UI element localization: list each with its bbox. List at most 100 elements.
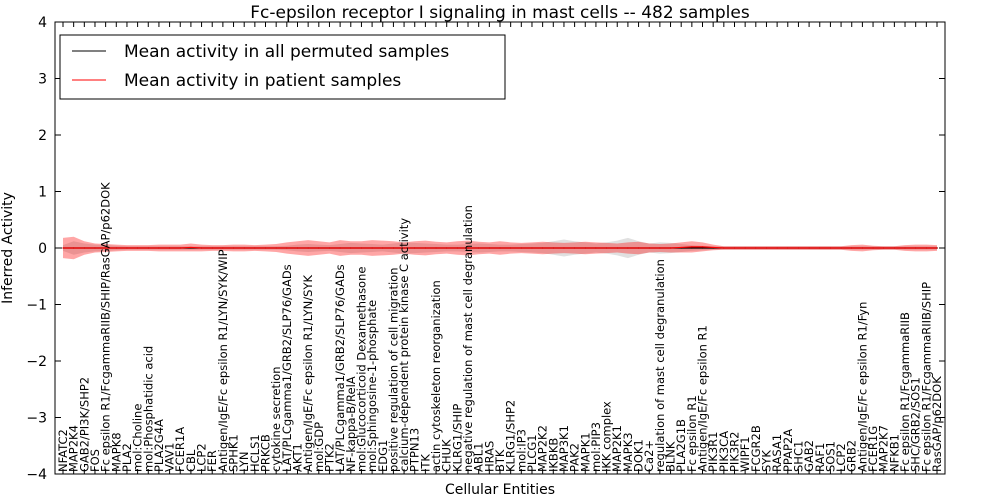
data-point-s1-9 <box>158 247 160 249</box>
x-tick-label: GAB2 <box>802 440 816 472</box>
data-point-s1-0 <box>62 247 64 249</box>
data-point-s1-72 <box>829 247 832 249</box>
x-tick-label: BLNK <box>664 441 678 472</box>
x-tick-label: SHC1 <box>791 441 805 472</box>
x-tick-label: FCER1G <box>866 426 880 472</box>
x-tick-label: PLA2 <box>120 443 134 472</box>
x-tick-label: MAPK3 <box>621 432 635 472</box>
x-tick-label: Fc epsilon R1/FcgammaRIIB/SHIP <box>919 282 933 472</box>
x-tick-label: mol:Choline <box>131 404 145 472</box>
data-point-s1-47 <box>563 247 565 249</box>
y-tick-label: 3 <box>38 72 47 88</box>
axes: −4−3−2−101234NFATC2MAP2K4GAB2/PI3K/SHP2F… <box>26 15 945 483</box>
data-point-s1-2 <box>83 247 85 249</box>
x-tick-label: NFKB1 <box>887 434 901 472</box>
data-point-s1-36 <box>446 247 448 249</box>
data-point-s1-22 <box>296 247 299 249</box>
x-tick-label: mol:IP3 <box>514 429 528 472</box>
data-point-s1-56 <box>659 247 661 249</box>
x-tick-label: NF-kappa-B/RelA <box>344 376 358 472</box>
x-tick-label: VAV1 <box>163 443 177 472</box>
data-point-s1-80 <box>915 247 917 249</box>
x-tick-label: PIK3R2 <box>727 432 741 473</box>
data-point-s1-7 <box>137 247 139 249</box>
x-tick-label: LYN <box>237 451 251 472</box>
data-point-s1-50 <box>595 247 597 249</box>
data-point-s1-19 <box>264 247 267 249</box>
y-tick-label: −1 <box>26 298 47 314</box>
x-tick-label: FCGR2B <box>749 425 763 472</box>
data-point-s1-65 <box>755 247 757 249</box>
data-point-s1-23 <box>307 247 309 249</box>
data-point-s1-28 <box>360 247 363 249</box>
x-tick-label: SHC/GRB2/SOS1 <box>909 377 923 472</box>
x-tick-label: PPAP2A <box>781 429 795 472</box>
data-point-s1-45 <box>542 247 544 249</box>
x-tick-label: LAT/PLCgamma1/GRB2/SLP76/GADs <box>280 264 294 472</box>
x-tick-label: mol:Glucocorticoid Dexamethasone <box>354 267 368 472</box>
legend: Mean activity in all permuted samples Me… <box>59 34 506 100</box>
x-tick-label: IKK complex <box>600 401 614 472</box>
x-tick-label: PRKCB <box>259 434 273 472</box>
data-point-s1-26 <box>339 247 341 249</box>
x-tick-label: positive regulation of cell migration <box>386 267 400 472</box>
data-point-s1-51 <box>605 247 608 249</box>
data-point-s1-39 <box>478 247 480 249</box>
x-tick-label: Antigen/IgE/Fc epsilon R1/Fyn <box>855 302 869 472</box>
data-point-s1-41 <box>499 247 501 249</box>
data-point-s1-76 <box>872 247 874 249</box>
x-tick-label: CHUK <box>440 439 454 472</box>
data-point-s1-20 <box>275 247 277 249</box>
data-point-s1-38 <box>467 247 469 249</box>
data-point-s1-24 <box>318 247 320 249</box>
y-tick-label: 1 <box>38 185 47 201</box>
y-tick-label: −2 <box>26 354 47 370</box>
data-point-s1-70 <box>808 247 810 249</box>
data-point-s1-21 <box>286 247 288 249</box>
x-tick-label: negative regulation of mast cell degranu… <box>461 205 475 472</box>
x-tick-label: KLRG1/SHIP <box>450 404 464 472</box>
data-point-s1-30 <box>382 247 384 249</box>
x-tick-label: FER <box>205 450 219 472</box>
data-point-s1-74 <box>851 247 853 249</box>
data-point-s1-16 <box>232 247 235 249</box>
data-point-s1-44 <box>531 247 533 249</box>
data-point-s0-59 <box>691 247 693 249</box>
plot-area <box>55 236 945 260</box>
data-point-s1-13 <box>200 247 203 249</box>
data-point-s1-71 <box>819 247 821 249</box>
x-tick-label: KLRG1/SHP2 <box>504 400 518 472</box>
data-point-s1-75 <box>861 247 863 249</box>
x-tick-label: IKBKB <box>546 438 560 472</box>
x-tick-label: cytokine secretion <box>269 366 283 472</box>
x-tick-label: SOS1 <box>823 441 837 472</box>
x-tick-label: SPHK1 <box>227 434 241 472</box>
data-point-s1-18 <box>254 247 256 249</box>
x-tick-label: PTPN13 <box>408 428 422 472</box>
data-point-s1-29 <box>371 247 373 249</box>
x-tick-label: PIK3CA <box>717 431 731 472</box>
x-tick-label: AKT1 <box>290 443 304 472</box>
data-point-s1-59 <box>691 246 693 248</box>
x-tick-label: calcium-dependent protein kinase C activ… <box>397 218 411 472</box>
y-axis-label: Inferred Activity <box>0 192 16 304</box>
data-point-s1-60 <box>701 246 704 248</box>
x-tick-label: SYK <box>759 450 773 472</box>
x-tick-label: RASA1 <box>770 434 784 472</box>
x-tick-label: ABL1 <box>472 443 486 472</box>
data-point-s1-68 <box>787 247 789 249</box>
data-point-s1-77 <box>883 247 885 249</box>
x-tick-label: Antigen/IgE/Fc epsilon R1/LYN/SYK <box>301 275 315 472</box>
data-point-s1-10 <box>168 247 171 249</box>
x-axis-label: Cellular Entities <box>445 482 555 498</box>
x-tick-label: Fc epsilon R1/FcgammaRIIB <box>898 312 912 472</box>
x-tick-label: MAP2K4 <box>67 425 81 472</box>
x-tick-label: EDG1 <box>376 440 390 472</box>
data-point-s1-46 <box>552 247 554 249</box>
data-point-s1-14 <box>211 247 213 249</box>
x-tick-label: MAP2K2 <box>536 425 550 472</box>
x-tick-label: MAP3K1 <box>557 425 571 472</box>
x-tick-label: MAP2K1 <box>610 425 624 472</box>
data-point-s1-52 <box>616 247 618 249</box>
